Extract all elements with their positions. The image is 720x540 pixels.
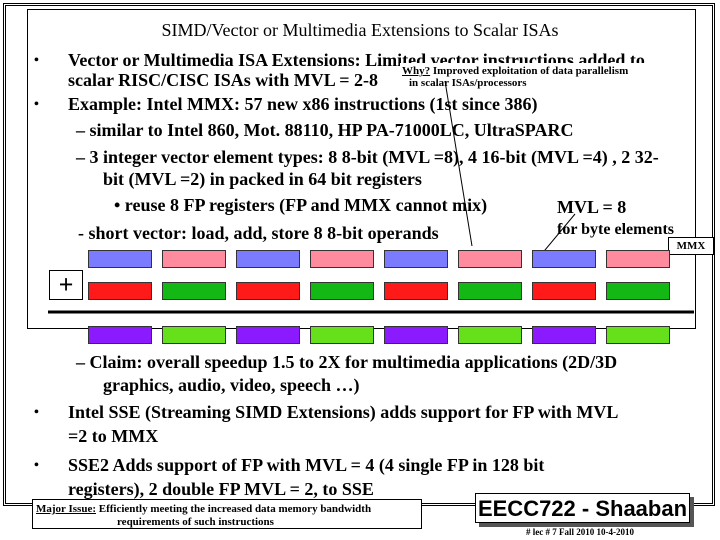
why-text-line-2: in scalar ISAs/processors: [409, 77, 527, 89]
claim-line-2: graphics, audio, video, speech …): [103, 375, 360, 395]
sub-bullet-2-line-2: bit (MVL =2) in packed in 64 bit registe…: [103, 169, 422, 189]
why-text-line-1: Improved exploitation of data parallelis…: [430, 65, 629, 77]
sse-line-2: =2 to MMX: [68, 426, 159, 446]
mvl-note-line-2: for byte elements: [557, 221, 674, 238]
register-element: [162, 326, 226, 344]
bullet-2: Example: Intel MMX: 57 new x86 instructi…: [68, 94, 538, 114]
bullet-marker: •: [34, 53, 39, 68]
bullet-marker: •: [34, 458, 39, 473]
register-element: [606, 250, 670, 268]
sse-line-1: Intel SSE (Streaming SIMD Extensions) ad…: [68, 402, 619, 422]
mmx-label-box: MMX: [668, 237, 714, 255]
register-element: [310, 326, 374, 344]
register-element: [532, 282, 596, 300]
register-element: [162, 282, 226, 300]
register-element: [162, 250, 226, 268]
register-element: [458, 282, 522, 300]
bullet-1-line-2: scalar RISC/CISC ISAs with MVL = 2-8: [68, 70, 378, 90]
mvl-note-line-1: MVL = 8: [557, 197, 627, 217]
register-element: [606, 282, 670, 300]
sse2-line-1: SSE2 Adds support of FP with MVL = 4 (4 …: [68, 455, 545, 475]
sub-sub-bullet: • reuse 8 FP registers (FP and MMX canno…: [114, 195, 488, 215]
sse2-line-2: registers), 2 double FP MVL = 2, to SSE: [68, 479, 374, 499]
slide-title: SIMD/Vector or Multimedia Extensions to …: [161, 20, 559, 40]
register-element: [384, 326, 448, 344]
register-element: [458, 326, 522, 344]
major-issue-line-2: requirements of such instructions: [117, 516, 274, 528]
why-note: Why? Improved exploitation of data paral…: [400, 63, 692, 89]
major-issue-line-1: Efficiently meeting the increased data m…: [95, 503, 372, 515]
plus-sign: +: [49, 270, 83, 300]
why-label: Why?: [402, 65, 431, 77]
major-issue-box: Major Issue: Efficiently meeting the inc…: [32, 499, 422, 529]
short-vector-text: - short vector: load, add, store 8 8-bit…: [78, 223, 439, 243]
lecture-meta: # lec # 7 Fall 2010 10-4-2010: [526, 527, 634, 537]
bullet-marker: •: [34, 97, 39, 112]
claim-line-1: – Claim: overall speedup 1.5 to 2X for m…: [76, 352, 618, 372]
register-element: [310, 250, 374, 268]
major-issue-label: Major Issue:: [36, 503, 96, 515]
register-element: [458, 250, 522, 268]
register-element: [236, 326, 300, 344]
register-element: [532, 250, 596, 268]
register-element: [88, 326, 152, 344]
register-element: [236, 282, 300, 300]
register-element: [88, 282, 152, 300]
register-element: [88, 250, 152, 268]
sub-bullet-1: – similar to Intel 860, Mot. 88110, HP P…: [76, 120, 574, 140]
register-element: [384, 250, 448, 268]
register-element: [236, 250, 300, 268]
why-arrow-line: [444, 80, 473, 247]
register-element: [532, 326, 596, 344]
sub-bullet-2-line-1: – 3 integer vector element types: 8 8-bi…: [76, 147, 659, 167]
register-element: [606, 326, 670, 344]
bullet-marker: •: [34, 405, 39, 420]
course-title-box: EECC722 - Shaaban: [475, 493, 690, 523]
register-element: [310, 282, 374, 300]
register-element: [384, 282, 448, 300]
